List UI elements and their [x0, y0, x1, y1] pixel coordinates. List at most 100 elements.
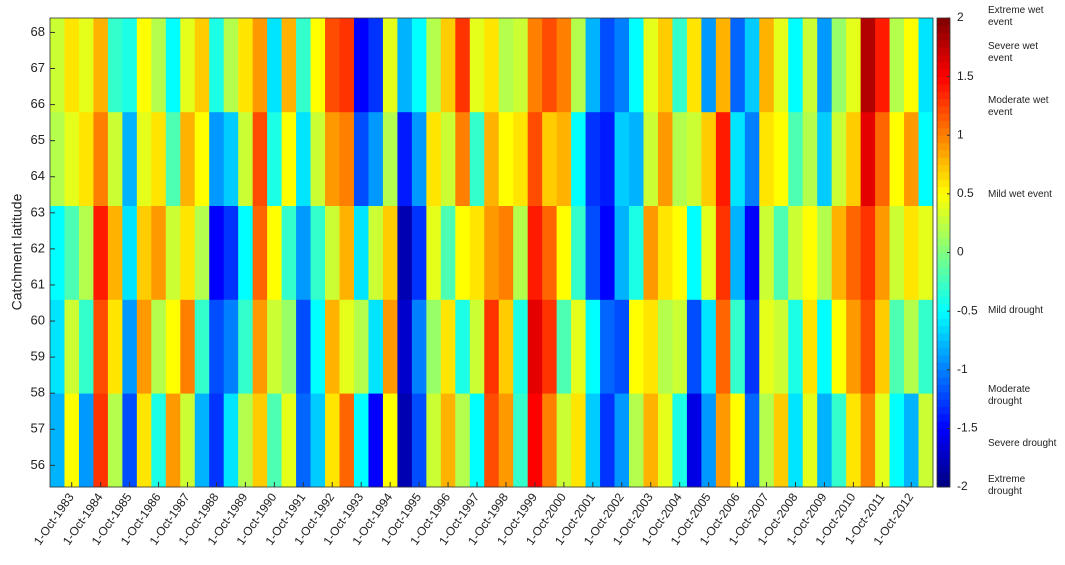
heat-cell — [846, 393, 862, 488]
heat-cell — [571, 299, 586, 394]
colorbar-tick-label: -0.5 — [957, 303, 978, 317]
heat-cell — [136, 299, 152, 394]
y-tick-label: 61 — [31, 276, 45, 291]
heat-cell — [64, 205, 80, 300]
heat-cell — [744, 205, 760, 300]
heat-cell — [629, 205, 644, 300]
heat-cell — [542, 111, 558, 206]
heat-cell — [484, 393, 500, 488]
heat-cell — [411, 205, 427, 300]
colorbar-swatch — [937, 472, 950, 481]
heat-cell — [78, 111, 94, 206]
heat-cell — [107, 205, 123, 300]
heat-cell — [614, 111, 630, 206]
heat-cell — [325, 393, 340, 488]
heat-cell — [455, 205, 471, 300]
heat-cell — [715, 393, 731, 488]
colorbar-swatch — [937, 245, 950, 253]
colorbar-tick-label: -2 — [957, 479, 968, 493]
heat-cell — [281, 111, 297, 206]
heat-cell — [672, 18, 688, 113]
heat-cell — [744, 111, 760, 206]
heat-cell — [527, 393, 543, 488]
heat-cell — [368, 18, 384, 113]
colorbar-swatch — [937, 303, 950, 312]
heat-cell — [715, 205, 731, 300]
heat-cell — [860, 18, 876, 113]
heat-cell — [918, 18, 934, 113]
heat-cell — [831, 18, 847, 113]
heat-cell — [382, 393, 398, 488]
heat-cell — [353, 205, 369, 300]
heat-cell — [209, 299, 225, 394]
heat-cell — [180, 299, 196, 394]
heat-cell — [875, 111, 890, 206]
heat-cell — [469, 205, 485, 300]
colorbar-swatch — [937, 340, 950, 349]
y-axis-label: Catchment latitude — [9, 193, 25, 310]
heat-cell — [629, 299, 644, 394]
heat-cell — [715, 111, 731, 206]
heat-cell — [730, 299, 746, 394]
heat-cell — [310, 393, 326, 488]
heat-cell — [50, 299, 65, 394]
colorbar-category: Severe drought — [988, 438, 1057, 449]
heat-cell — [672, 393, 688, 488]
heat-cell — [556, 299, 572, 394]
colorbar-swatch — [937, 347, 950, 356]
heat-cell — [93, 299, 109, 394]
heat-cell — [455, 393, 471, 488]
heat-cell — [296, 205, 311, 300]
heat-cell — [64, 299, 80, 394]
heat-cell — [484, 18, 500, 113]
heat-cell — [267, 18, 283, 113]
heat-cell — [773, 18, 789, 113]
heat-cell — [107, 393, 123, 488]
heat-cell — [614, 18, 630, 113]
heat-cell — [571, 18, 586, 113]
heat-cell — [802, 18, 818, 113]
heat-cell — [657, 111, 673, 206]
heat-cell — [744, 18, 760, 113]
heat-cell — [252, 299, 268, 394]
colorbar-category: Moderate wet event — [988, 95, 1049, 118]
heat-cell — [498, 299, 514, 394]
heat-cell — [223, 299, 239, 394]
heat-cell — [860, 299, 876, 394]
colorbar-swatch — [937, 149, 950, 158]
heat-cell — [600, 393, 615, 488]
heat-cell — [513, 299, 529, 394]
colorbar-swatch — [937, 105, 950, 114]
heat-cell — [657, 18, 673, 113]
heat-cell — [165, 18, 181, 113]
heat-cell — [397, 205, 413, 300]
colorbar-category: Severe wet event — [988, 41, 1039, 64]
heat-cell — [701, 393, 717, 488]
heat-cell — [614, 393, 630, 488]
heat-cell — [469, 111, 485, 206]
heat-cell — [455, 299, 471, 394]
heat-cell — [64, 393, 80, 488]
heat-cell — [788, 393, 804, 488]
colorbar-swatch — [937, 76, 950, 85]
heat-cell — [194, 393, 210, 488]
heat-cell — [64, 111, 80, 206]
colorbar-swatch — [937, 259, 950, 268]
colorbar-category: Extreme drought — [988, 474, 1026, 497]
heat-cell — [252, 18, 268, 113]
heat-cell — [411, 18, 427, 113]
heat-cell — [846, 18, 862, 113]
y-tick-label: 58 — [31, 385, 45, 400]
heat-cell — [831, 393, 847, 488]
colorbar-swatch — [937, 421, 950, 429]
heat-cell — [542, 299, 558, 394]
heat-cell — [252, 111, 268, 206]
colorbar-swatch — [937, 252, 950, 261]
heat-cell — [686, 111, 702, 206]
colorbar-swatch — [937, 157, 950, 166]
colorbar-swatch — [937, 479, 950, 488]
heat-cell — [831, 299, 847, 394]
heat-cell — [440, 18, 456, 113]
heat-cell — [556, 205, 572, 300]
heat-cell — [325, 205, 340, 300]
